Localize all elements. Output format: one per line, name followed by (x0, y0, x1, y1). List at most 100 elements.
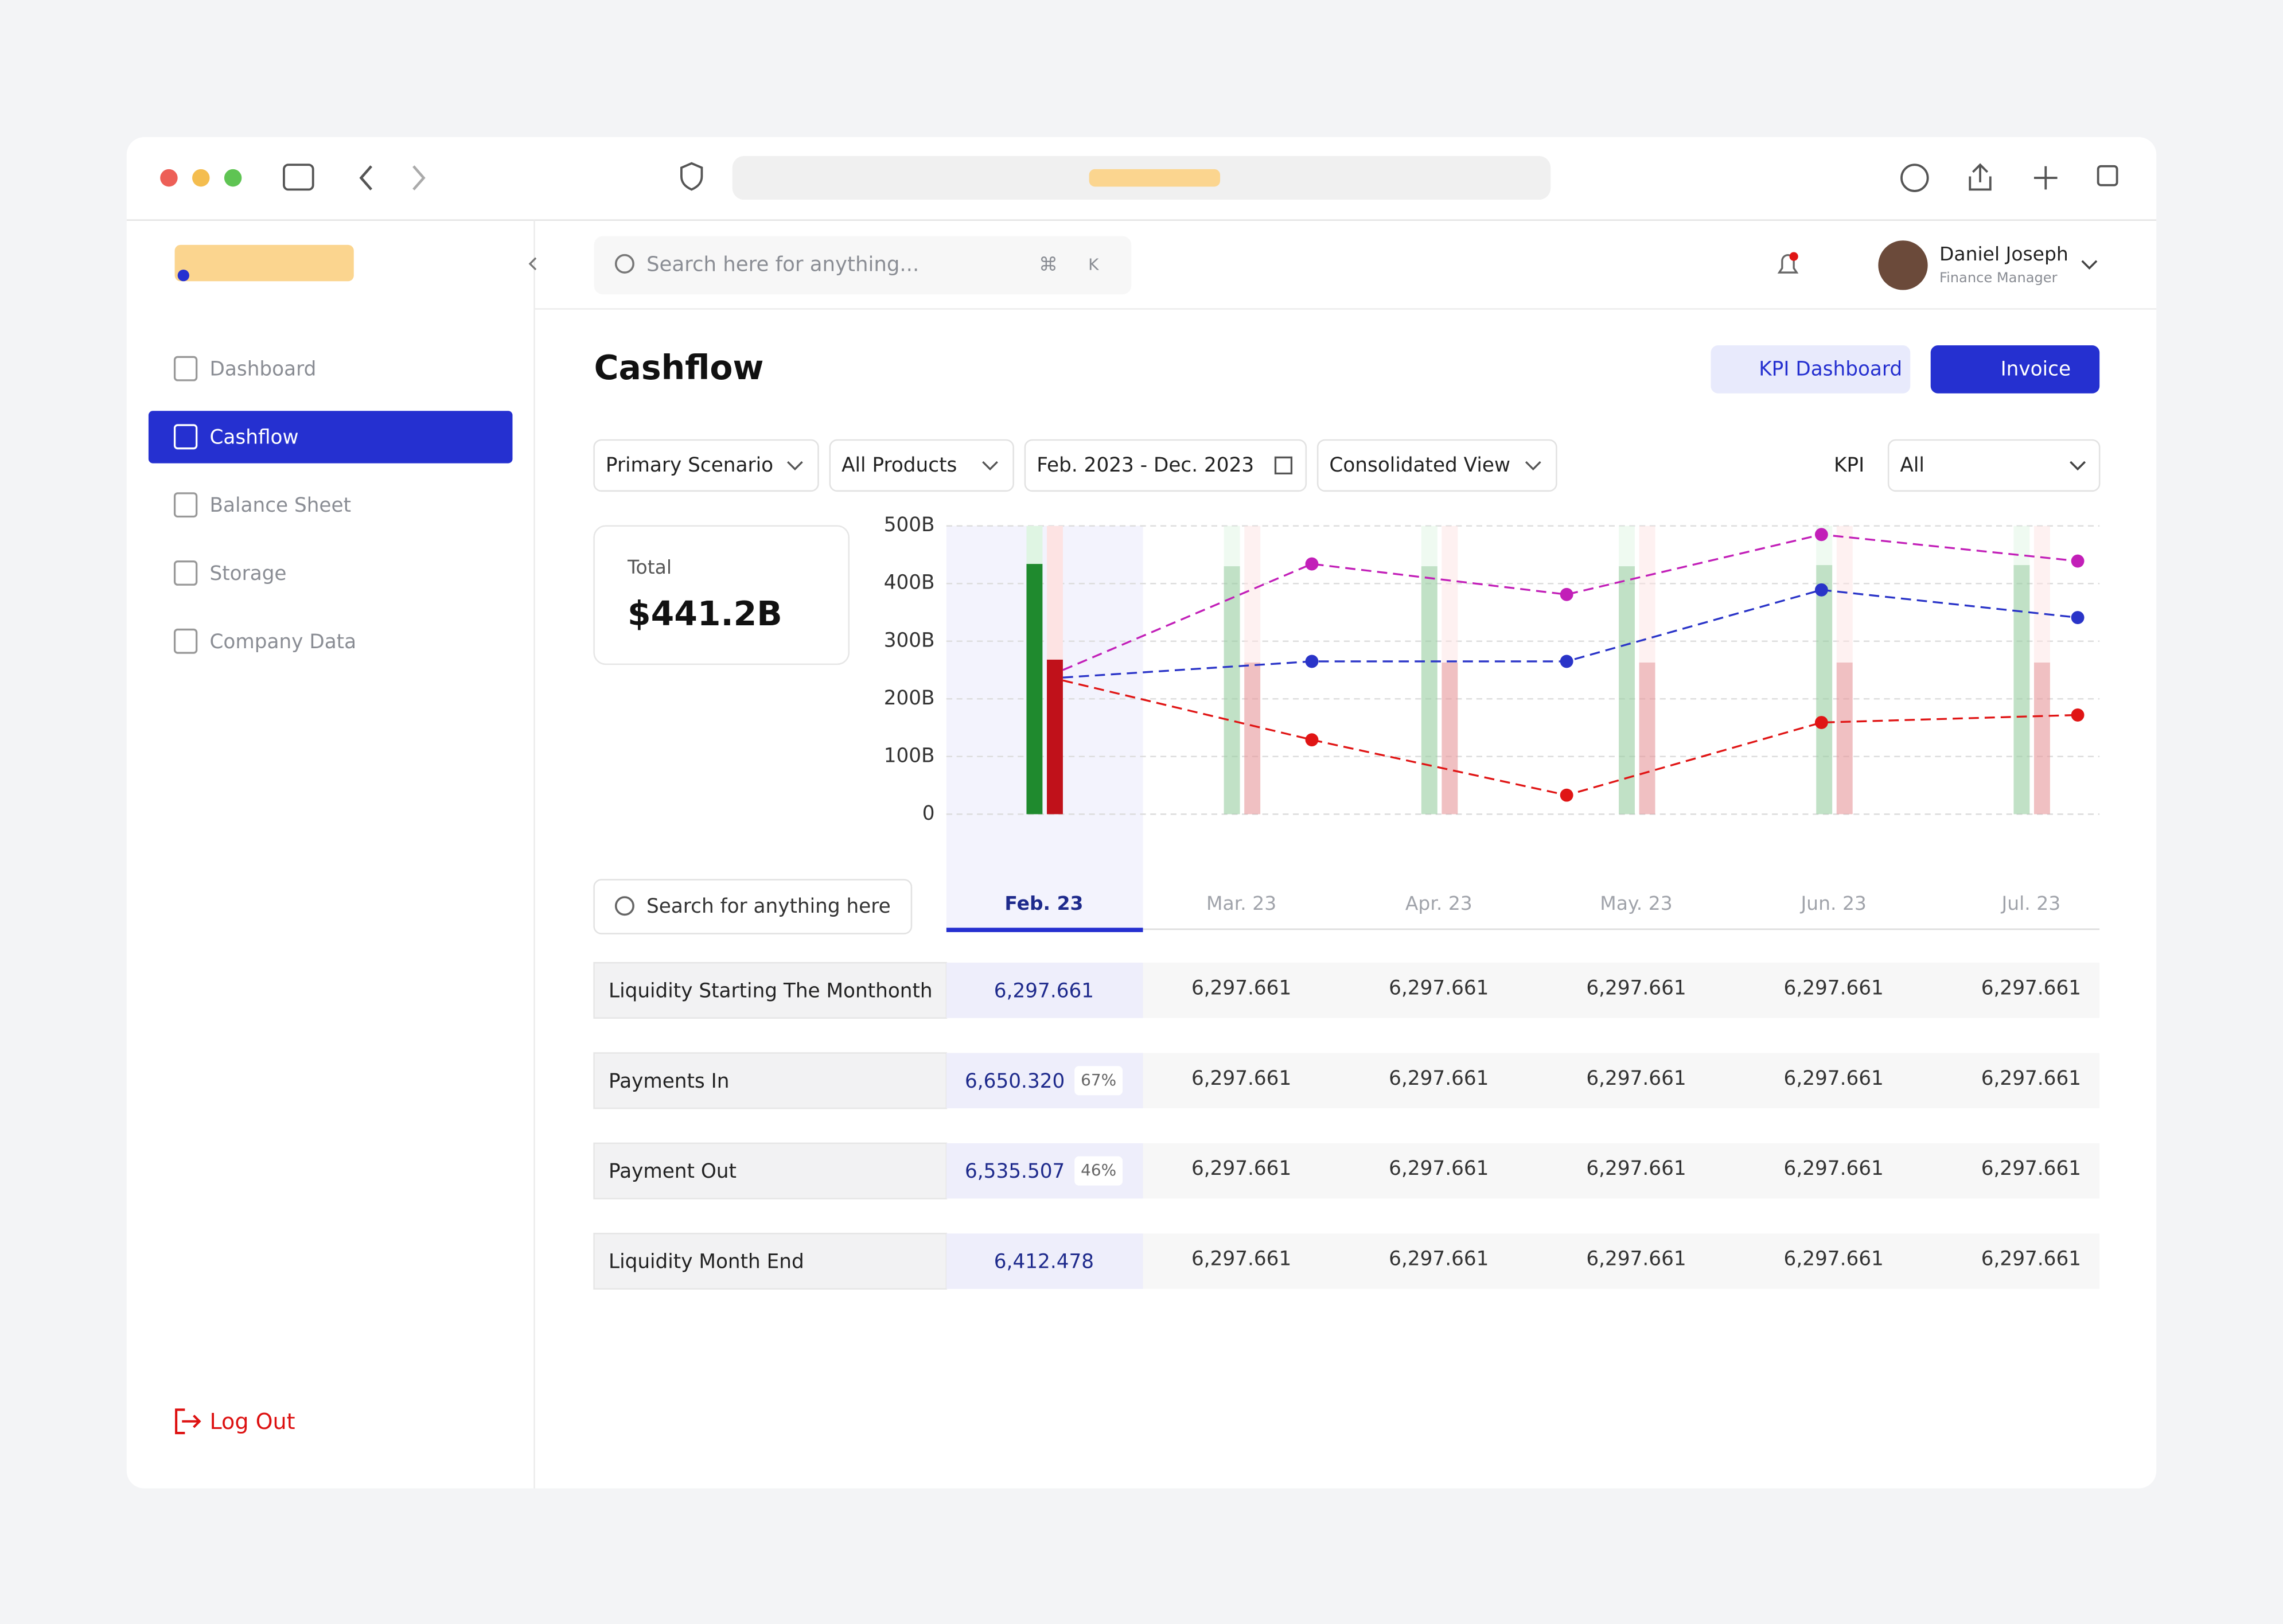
shortcut-key: ⌘ (1039, 253, 1058, 275)
cell-value: 6,297.661 (1586, 976, 1686, 999)
sidebar-toggle[interactable] (283, 163, 314, 191)
total-value: $441.2B (628, 594, 782, 633)
filter-select[interactable] (829, 439, 1014, 492)
logout[interactable]: Log Out (210, 1409, 295, 1434)
tabs[interactable] (2097, 165, 2118, 186)
user-name: Daniel Joseph (1939, 243, 2068, 265)
invoice-button-label[interactable]: Invoice (2001, 358, 2071, 381)
cell-value: 6,297.661 (1981, 1157, 2081, 1180)
search-icon (614, 254, 634, 274)
filter-select[interactable] (1316, 439, 1557, 492)
x-tick-label[interactable]: Jul. 23 (2001, 892, 2061, 914)
zoom[interactable] (224, 169, 242, 187)
y-tick-label: 200B (884, 687, 935, 710)
nav-icon (173, 560, 198, 586)
download[interactable] (1900, 163, 1929, 192)
point (1305, 655, 1319, 668)
row-label: Liquidity Starting The Monthonth (609, 979, 933, 1002)
cell-value: 6,297.661 (994, 979, 1094, 1002)
bar-background (1836, 525, 1853, 815)
bar-background (1816, 525, 1833, 815)
minimize[interactable] (192, 169, 210, 187)
x-tick-label[interactable]: Mar. 23 (1206, 892, 1276, 914)
invoice-button[interactable] (1930, 345, 2100, 394)
cell-value: 6,297.661 (1981, 1248, 2081, 1271)
row-label-cell (593, 961, 948, 1019)
avatar (1878, 240, 1928, 290)
nav-item[interactable]: Cashflow (210, 426, 299, 449)
bar-background (1442, 525, 1458, 815)
filter-label[interactable]: Feb. 2023 - Dec. 2023 (1037, 454, 1254, 477)
point (1560, 655, 1573, 668)
cell-value: 6,535.507 (965, 1160, 1065, 1183)
nav-item[interactable]: Company Data (210, 630, 357, 653)
total-label: Total (627, 556, 672, 578)
selected-cell (946, 963, 1143, 1018)
y-tick-label: 500B (884, 513, 935, 536)
user-menu[interactable] (2081, 260, 2098, 270)
bar (1047, 659, 1063, 815)
point (2071, 554, 2085, 568)
point (1560, 788, 1573, 802)
collapse[interactable] (528, 257, 537, 271)
nav-item[interactable]: Storage (210, 562, 287, 585)
x-tick-label[interactable]: May. 23 (1600, 892, 1672, 914)
nav-icon (173, 356, 198, 381)
selected-column (946, 525, 1143, 931)
filter-label[interactable]: Primary Scenario (606, 454, 773, 477)
cell-value: 6,297.661 (1191, 976, 1291, 999)
filter-select[interactable] (593, 439, 819, 492)
cell-value: 6,297.661 (1784, 1067, 1884, 1090)
x-tick-label[interactable]: Jun. 23 (1799, 892, 1866, 914)
close[interactable] (160, 169, 178, 187)
chevron (1525, 461, 1541, 471)
cell-value: 6,650.320 (965, 1070, 1065, 1093)
row-label: Payment Out (609, 1160, 737, 1183)
row-label: Liquidity Month End (609, 1251, 804, 1274)
filter-label[interactable]: All Products (841, 454, 957, 477)
kpi-select[interactable] (1887, 439, 2101, 492)
x-tick-label[interactable]: Apr. 23 (1405, 892, 1472, 914)
line (1062, 533, 2078, 671)
kpi-button[interactable] (1711, 345, 1911, 394)
cell-value: 6,297.661 (1981, 976, 2081, 999)
y-tick-label: 0 (922, 802, 935, 825)
shield (680, 162, 703, 191)
cell-value: 6,412.478 (994, 1251, 1094, 1274)
logout-icon[interactable] (175, 1408, 201, 1435)
nav-active (148, 411, 513, 464)
cell-value: 6,297.661 (1191, 1067, 1291, 1090)
chevron (2070, 461, 2086, 471)
cell-value: 6,297.661 (1981, 1067, 2081, 1090)
row-label-cell (593, 1233, 948, 1290)
back[interactable] (359, 165, 372, 190)
point (2071, 708, 2085, 722)
filter-label[interactable]: Consolidated View (1329, 454, 1510, 477)
cell-value: 6,297.661 (1191, 1157, 1291, 1180)
cell-value: 6,297.661 (1586, 1157, 1686, 1180)
logo-dot (177, 269, 189, 282)
y-tick-label: 300B (884, 629, 935, 652)
new-tab[interactable] (2033, 166, 2058, 190)
cell-value: 6,297.661 (1389, 976, 1489, 999)
bell-badge (1789, 252, 1798, 261)
table-search[interactable] (593, 879, 913, 934)
search-box[interactable] (594, 236, 1132, 295)
kpi-button-label[interactable]: KPI Dashboard (1759, 358, 1902, 381)
bar (1244, 662, 1261, 815)
point (1814, 528, 1828, 542)
bar (1224, 566, 1240, 815)
bar (1442, 662, 1458, 815)
forward[interactable] (412, 165, 426, 190)
table-search-placeholder: Search for anything here (646, 895, 891, 918)
cell-value: 6,297.661 (1389, 1248, 1489, 1271)
kpi-label: KPI (1834, 454, 1864, 477)
calendar-icon (1274, 456, 1293, 475)
kpi-value[interactable]: All (1900, 454, 1924, 477)
share[interactable] (1969, 163, 1992, 191)
x-tick-label[interactable]: Feb. 23 (1004, 892, 1083, 914)
nav-item[interactable]: Dashboard (210, 358, 317, 381)
nav-item[interactable]: Balance Sheet (210, 494, 352, 517)
filter-select[interactable] (1024, 439, 1307, 492)
point (1560, 587, 1573, 601)
